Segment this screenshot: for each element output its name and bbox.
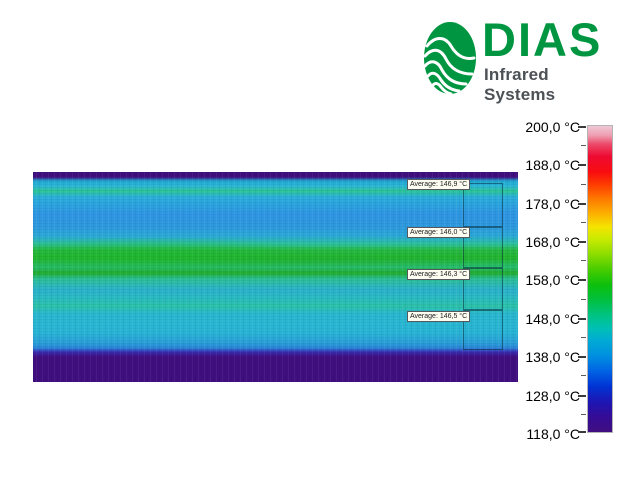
scale-major-tick [578, 356, 586, 358]
scale-tick-label: 168,0 °C [525, 234, 580, 250]
measurement-region-3[interactable] [463, 268, 503, 310]
scale-major-tick [578, 203, 586, 205]
scale-minor-tick [581, 260, 586, 261]
scale-minor-tick [581, 145, 586, 146]
scale-tick-label: 188,0 °C [525, 157, 580, 173]
average-temp-label-4[interactable]: Average: 146,5 °C [407, 311, 471, 322]
scale-major-tick [578, 279, 586, 281]
scale-major-tick [578, 241, 586, 243]
scale-major-tick [578, 431, 586, 433]
average-temp-label-2[interactable]: Average: 146,0 °C [407, 227, 471, 238]
brand-wordmark: DIAS [482, 13, 603, 66]
dias-logo: DIAS Infrared Systems [420, 13, 620, 104]
scale-tick-label: 118,0 °C [526, 426, 580, 442]
thermal-heatmap-image: Average: 146,9 °C Average: 146,0 °C Aver… [33, 172, 518, 382]
temperature-colorbar [587, 125, 613, 433]
scale-tick-label: 200,0 °C [525, 119, 580, 135]
scale-minor-tick [581, 337, 586, 338]
scale-minor-tick [581, 414, 586, 415]
scale-major-tick [578, 164, 586, 166]
measurement-region-2[interactable] [463, 227, 503, 268]
scale-minor-tick [581, 222, 586, 223]
average-temp-label-3[interactable]: Average: 146,3 °C [407, 269, 471, 280]
brand-tagline: Infrared Systems [484, 65, 556, 104]
scale-minor-tick [581, 299, 586, 300]
scale-tick-label: 128,0 °C [525, 388, 580, 404]
scale-tick-label: 138,0 °C [525, 349, 580, 365]
scale-major-tick [578, 126, 586, 128]
scale-tick-label: 148,0 °C [525, 311, 580, 327]
measurement-region-1[interactable] [463, 183, 503, 227]
scale-major-tick [578, 395, 586, 397]
dias-globe-icon [423, 22, 476, 96]
scale-major-tick [578, 318, 586, 320]
scale-tick-label: 178,0 °C [525, 196, 580, 212]
scale-tick-label: 158,0 °C [525, 272, 580, 288]
measurement-region-4[interactable] [463, 310, 503, 350]
scale-minor-tick [581, 375, 586, 376]
scale-minor-tick [581, 184, 586, 185]
average-temp-label-1[interactable]: Average: 146,9 °C [407, 179, 471, 190]
